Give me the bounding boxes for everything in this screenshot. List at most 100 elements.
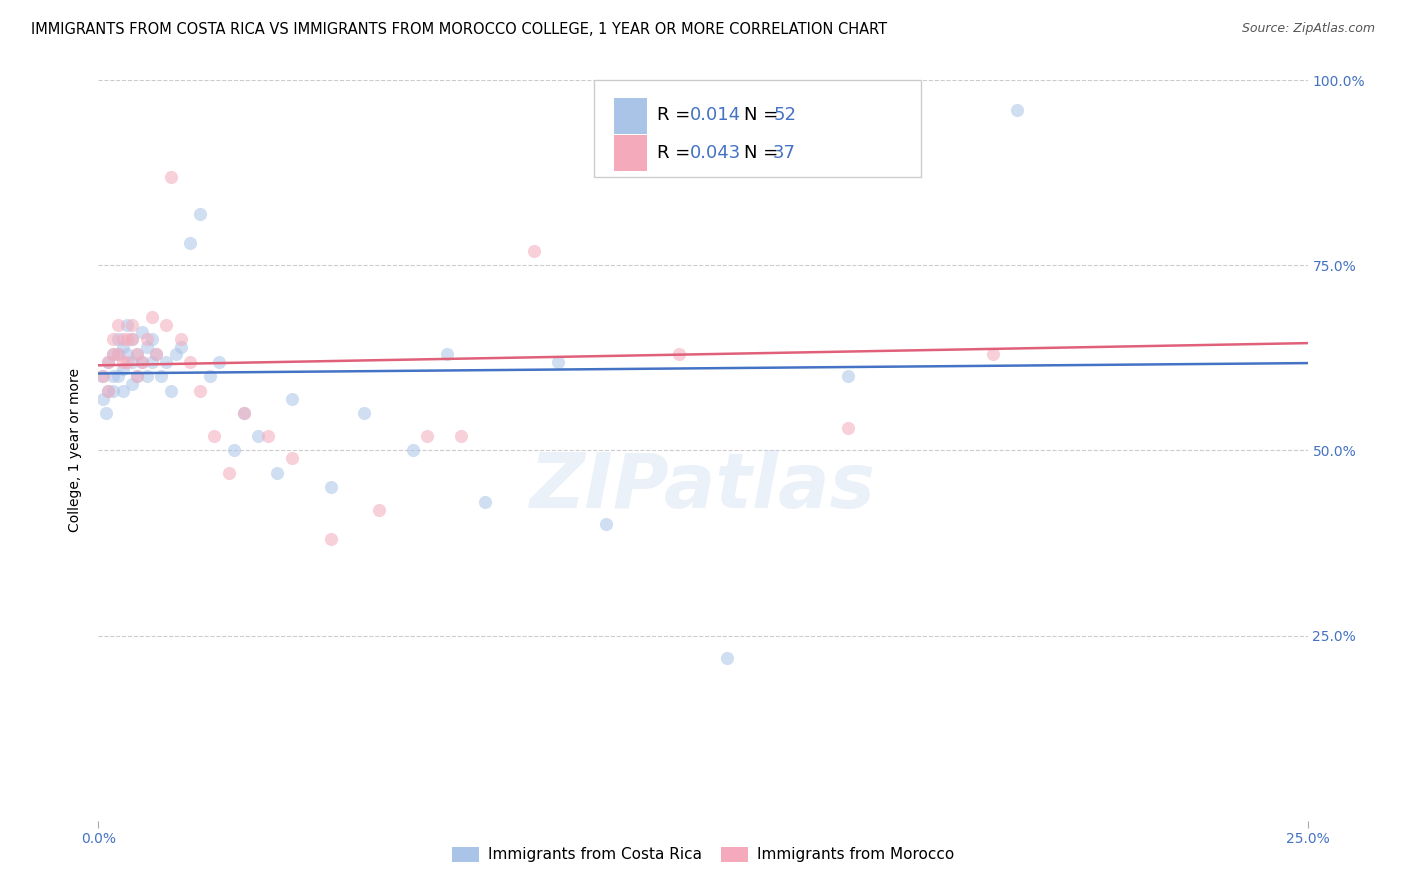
Point (107, 347, 129, 361)
Point (281, 392, 304, 406)
Point (101, 347, 124, 361)
Point (117, 318, 139, 332)
FancyBboxPatch shape (595, 80, 921, 177)
Point (135, 332, 157, 346)
Point (256, 428, 278, 442)
Point (281, 450, 304, 465)
Point (981, 347, 1004, 361)
Point (155, 318, 177, 332)
Text: 0.014: 0.014 (690, 106, 741, 124)
Point (160, 169, 183, 184)
Point (101, 384, 124, 399)
Point (141, 310, 163, 325)
Point (368, 502, 391, 516)
Point (131, 354, 153, 368)
Point (111, 362, 134, 376)
Point (127, 347, 149, 361)
Point (353, 407, 375, 421)
Text: ZIPatlas: ZIPatlas (530, 450, 876, 524)
Point (169, 340, 191, 354)
Point (402, 443, 425, 458)
Point (198, 369, 221, 384)
Point (232, 407, 254, 421)
Point (101, 347, 124, 361)
Point (450, 428, 472, 442)
Point (127, 347, 149, 361)
Point (141, 332, 163, 346)
Point (668, 347, 690, 361)
Text: R =: R = (657, 106, 696, 124)
Point (111, 340, 134, 354)
Point (595, 517, 617, 532)
FancyBboxPatch shape (613, 98, 647, 134)
Point (155, 354, 177, 368)
Point (127, 369, 149, 384)
Point (179, 354, 201, 368)
Point (117, 347, 139, 361)
Point (107, 332, 129, 346)
Point (97, 354, 120, 368)
Point (222, 443, 245, 458)
Point (94, 407, 117, 421)
Text: R =: R = (657, 144, 696, 161)
Point (111, 384, 134, 399)
Point (188, 206, 211, 220)
Point (131, 354, 153, 368)
Point (97, 384, 120, 399)
Point (127, 369, 149, 384)
Point (145, 347, 167, 361)
Point (135, 369, 157, 384)
Text: 52: 52 (773, 106, 796, 124)
Point (101, 332, 124, 346)
Point (716, 650, 738, 665)
Point (91, 369, 114, 384)
Point (97, 384, 120, 399)
Point (111, 354, 134, 368)
Point (121, 332, 143, 346)
Point (121, 332, 143, 346)
Point (436, 347, 458, 361)
Point (131, 325, 153, 339)
Point (141, 354, 163, 368)
Point (145, 347, 167, 361)
Text: N =: N = (744, 144, 785, 161)
Point (416, 428, 439, 442)
Point (319, 533, 342, 547)
Point (165, 347, 187, 361)
Point (547, 354, 569, 368)
Point (188, 384, 211, 399)
Point (247, 428, 270, 442)
Text: 37: 37 (773, 144, 796, 161)
Point (319, 480, 342, 494)
Point (91, 369, 114, 384)
Point (160, 384, 183, 399)
Y-axis label: College, 1 year or more: College, 1 year or more (69, 368, 83, 533)
Point (474, 495, 496, 509)
Point (91, 392, 114, 406)
FancyBboxPatch shape (613, 135, 647, 170)
Text: Source: ZipAtlas.com: Source: ZipAtlas.com (1241, 22, 1375, 36)
Point (837, 369, 859, 384)
Point (204, 428, 226, 442)
Point (117, 332, 139, 346)
Point (121, 318, 143, 332)
Point (837, 421, 859, 435)
Text: N =: N = (744, 106, 785, 124)
Point (107, 369, 129, 384)
Point (218, 466, 240, 480)
Point (169, 332, 191, 346)
Point (208, 354, 231, 368)
Point (523, 244, 546, 258)
Point (107, 318, 129, 332)
Point (135, 340, 157, 354)
Point (121, 354, 143, 368)
Point (117, 354, 139, 368)
Text: 0.043: 0.043 (690, 144, 741, 161)
Point (232, 407, 254, 421)
Point (179, 236, 201, 251)
Point (101, 369, 124, 384)
Point (97, 354, 120, 368)
Point (150, 369, 173, 384)
Point (121, 376, 143, 391)
Text: IMMIGRANTS FROM COSTA RICA VS IMMIGRANTS FROM MOROCCO COLLEGE, 1 YEAR OR MORE CO: IMMIGRANTS FROM COSTA RICA VS IMMIGRANTS… (31, 22, 887, 37)
